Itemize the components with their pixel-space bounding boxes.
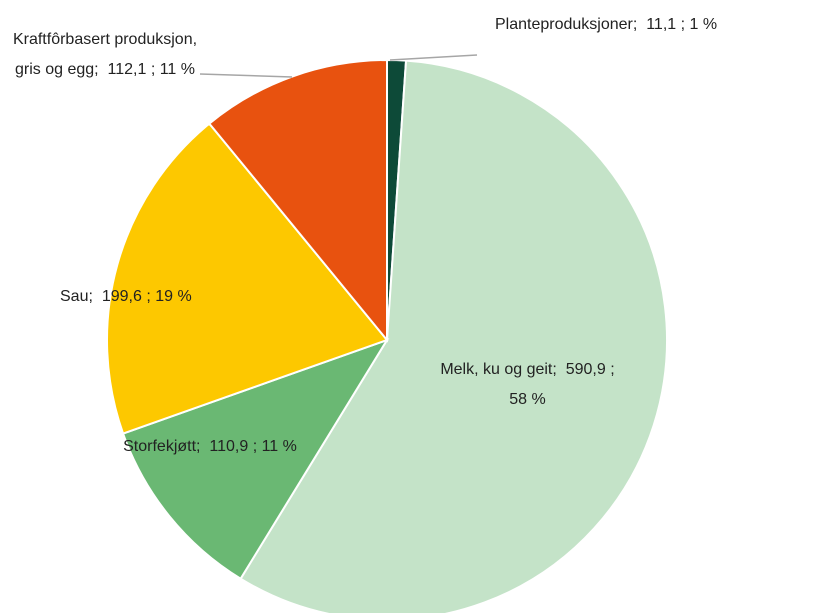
label-name: Planteproduksjoner <box>495 16 633 33</box>
label-percent: 11 % <box>261 438 297 455</box>
label-percent: 58 % <box>509 391 546 408</box>
label-separator: ; <box>146 288 151 305</box>
label-value: 590,9 <box>565 361 606 378</box>
label-separator: ; <box>252 438 258 455</box>
label-separator: ; <box>196 438 201 455</box>
label-name: Kraftfôrbasert produksjon, gris og egg <box>12 31 198 78</box>
data-label-text: Sau; 199,6 ; 19 % <box>60 282 280 312</box>
label-value: 110,9 <box>209 438 249 455</box>
data-label: Storfekjøtt; 110,9 ; 11 % <box>95 432 325 462</box>
label-separator: ; <box>150 61 156 78</box>
data-label-text: Kraftfôrbasert produksjon, gris og egg; … <box>10 25 200 85</box>
label-separator: ; <box>94 61 99 78</box>
label-value: 11,1 <box>646 16 677 33</box>
data-label-text: Melk, ku og geit; 590,9 ; 58 % <box>430 355 625 415</box>
label-name: Melk, ku og geit <box>440 361 553 378</box>
labels: Planteproduksjoner; 11,1 ; 1 % Melk, ku o… <box>10 10 815 462</box>
leader-line <box>199 73 293 78</box>
label-value: 199,6 <box>101 288 142 305</box>
data-label-text: Storfekjøtt; 110,9 ; 11 % <box>95 432 325 462</box>
label-separator: ; <box>680 16 686 33</box>
label-separator: ; <box>552 361 557 378</box>
data-label: Kraftfôrbasert produksjon, gris og egg; … <box>10 25 200 85</box>
data-label: Melk, ku og geit; 590,9 ; 58 % <box>430 355 625 415</box>
label-percent: 19 % <box>155 288 192 305</box>
pie-slice <box>121 338 390 581</box>
label-value: 112,1 <box>107 61 147 78</box>
label-name: Storfekjøtt <box>123 438 197 455</box>
data-label: Sau; 199,6 ; 19 % <box>60 282 280 312</box>
label-separator: ; <box>610 361 615 378</box>
label-separator: ; <box>632 16 638 33</box>
label-percent: 11 % <box>159 61 195 78</box>
label-percent: 1 % <box>689 16 718 33</box>
leader-line <box>389 54 478 61</box>
label-name: Sau <box>60 288 89 305</box>
pie-slice <box>106 122 389 435</box>
data-label: Planteproduksjoner; 11,1 ; 1 % <box>495 10 815 40</box>
pie-slice <box>239 59 668 613</box>
slices <box>106 58 668 613</box>
pie-slice <box>207 58 388 343</box>
label-separator: ; <box>88 288 93 305</box>
data-label-text: Planteproduksjoner; 11,1 ; 1 % <box>495 10 815 40</box>
